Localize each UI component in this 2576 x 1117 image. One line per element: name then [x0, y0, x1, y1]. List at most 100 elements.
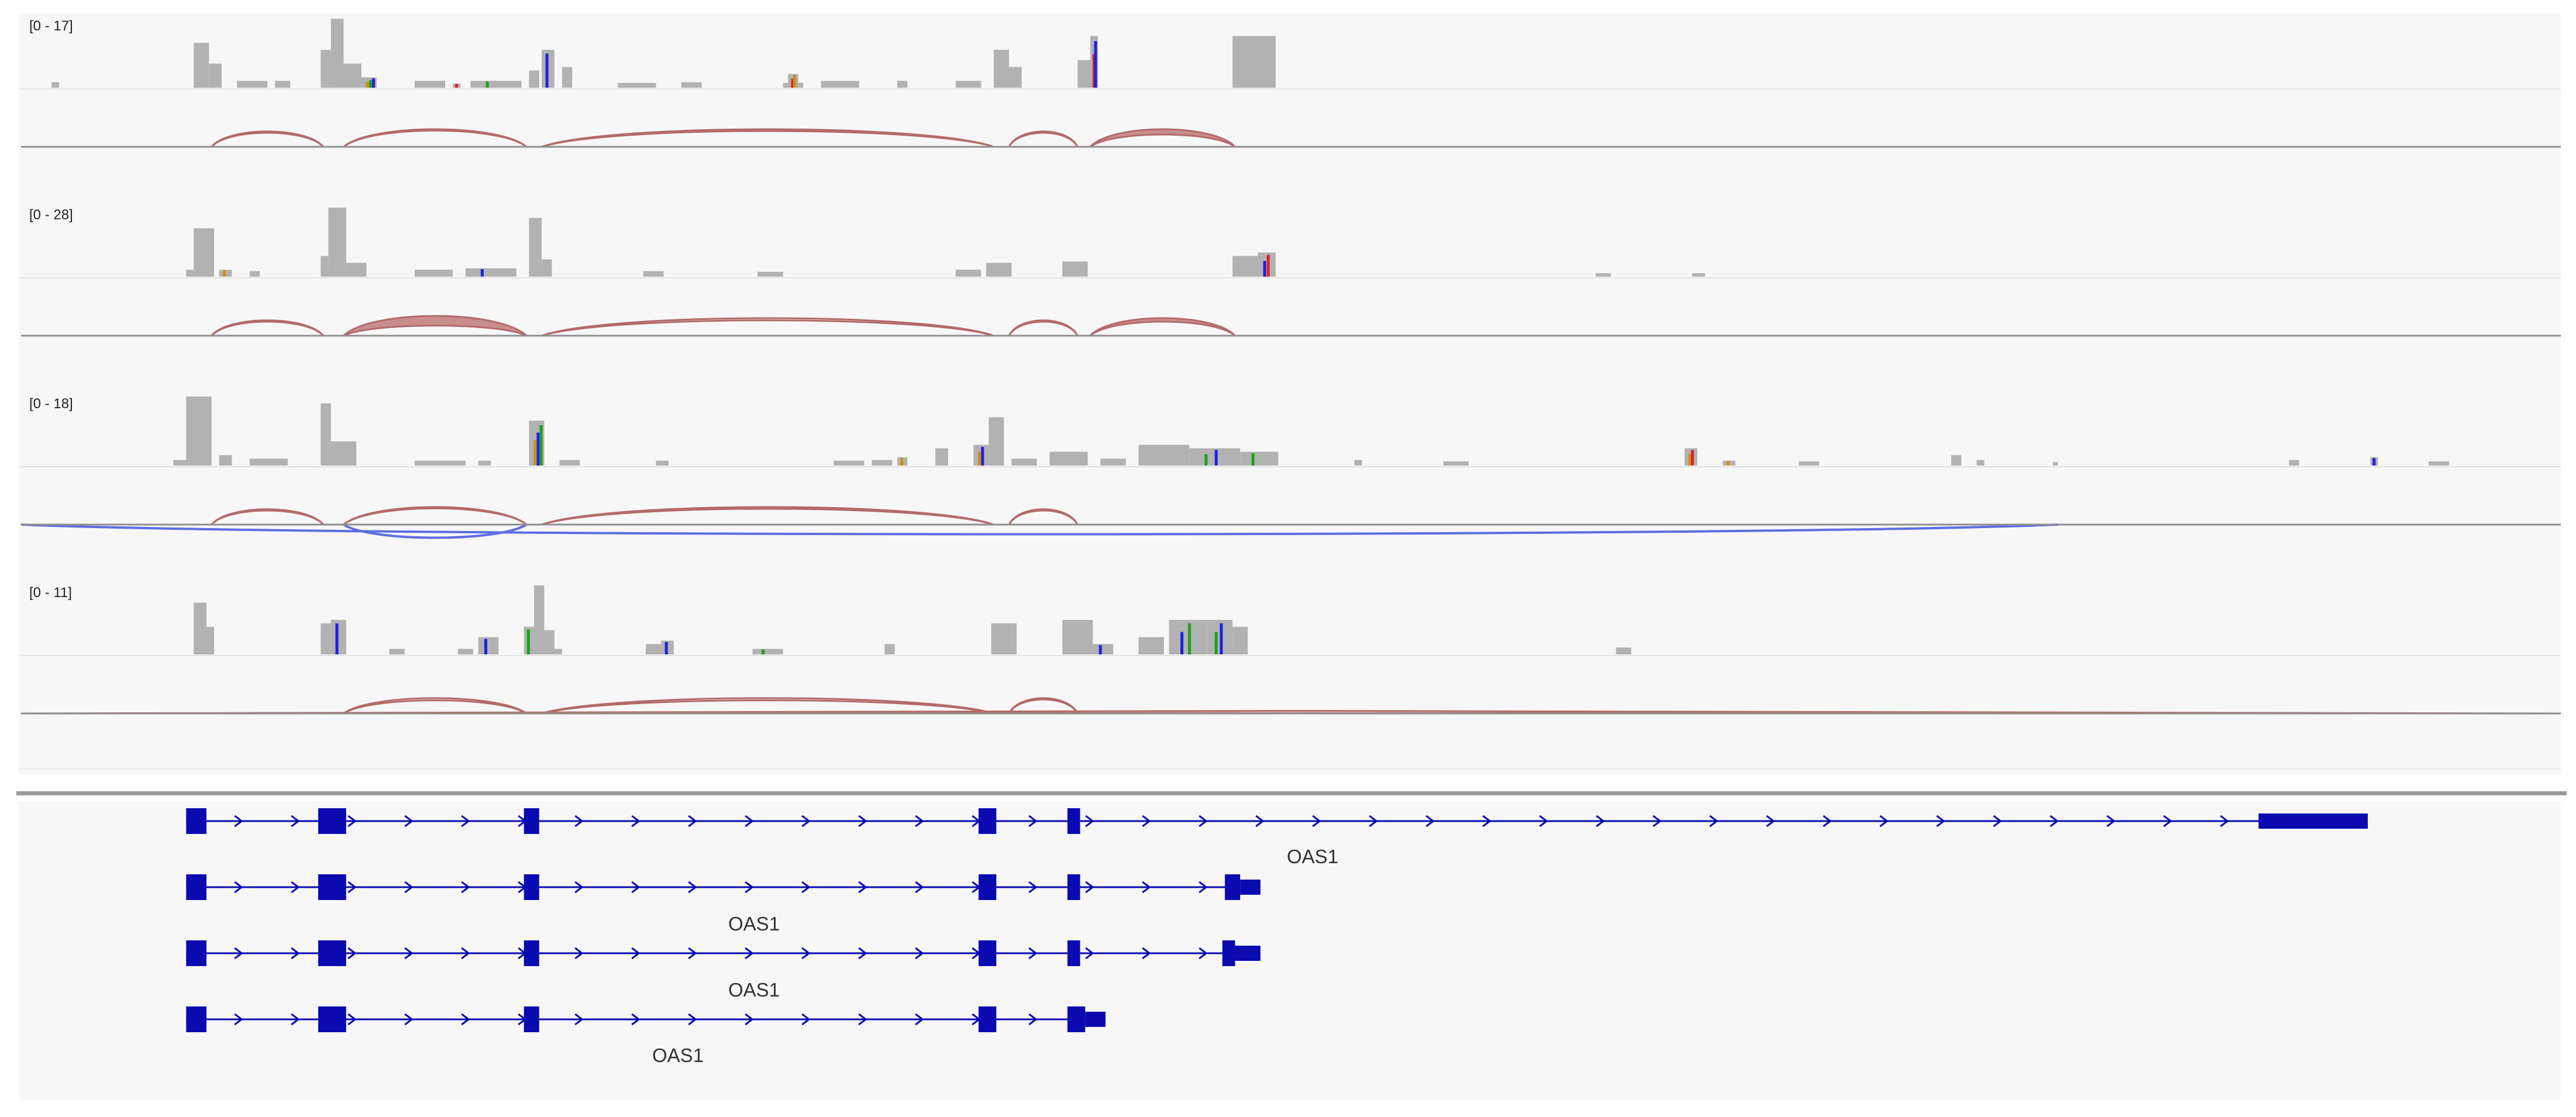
data-range-label: [0 - 11]: [29, 585, 72, 601]
exon-block[interactable]: [978, 940, 997, 966]
strand-arrow-icon: [291, 1013, 300, 1026]
coverage-track[interactable]: [51, 19, 1276, 88]
gene-transcript-2[interactable]: OAS1: [186, 846, 1338, 900]
strand-arrow-icon: [461, 881, 470, 894]
gene-name-label: OAS1: [728, 979, 780, 1001]
coverage-bar: [1062, 261, 1088, 277]
strand-arrow-icon: [1028, 815, 1038, 828]
mismatch-bar: [664, 642, 668, 654]
coverage-bar: [330, 620, 346, 654]
coverage-bar: [478, 460, 491, 466]
alignment-track-2[interactable]: [0 - 28]: [21, 207, 2561, 337]
mismatch-bar: [1094, 41, 1097, 88]
exon-block[interactable]: [978, 808, 997, 834]
utr-block[interactable]: [2258, 813, 2368, 829]
exon-block[interactable]: [1067, 1006, 1086, 1032]
exon-block[interactable]: [318, 874, 346, 900]
coverage-track[interactable]: [173, 397, 2449, 466]
coverage-bar: [955, 81, 982, 88]
strand-arrow-icon: [2106, 815, 2116, 828]
coverage-bar: [1093, 644, 1114, 654]
data-range-label: [0 - 17]: [29, 18, 73, 34]
strand-arrow-icon: [1028, 947, 1038, 960]
strand-arrow-icon: [1142, 815, 1151, 828]
exon-block[interactable]: [1067, 940, 1080, 966]
strand-arrow-icon: [347, 815, 357, 828]
coverage-bar: [559, 460, 580, 466]
coverage-bar: [529, 218, 542, 277]
mismatch-bar: [793, 75, 796, 88]
strand-arrow-icon: [915, 815, 924, 828]
coverage-track[interactable]: [186, 208, 1705, 277]
coverage-bar: [470, 81, 522, 88]
utr-block[interactable]: [1240, 880, 1261, 895]
exon-block[interactable]: [186, 940, 206, 966]
coverage-bar: [415, 81, 446, 88]
coverage-bar: [1799, 461, 1820, 466]
exon-block[interactable]: [978, 1006, 997, 1032]
strand-arrow-icon: [404, 815, 414, 828]
strand-arrow-icon: [461, 815, 470, 828]
exon-block[interactable]: [524, 874, 539, 900]
coverage-bar: [194, 228, 214, 277]
mismatch-bar: [1214, 450, 1218, 466]
exon-block[interactable]: [1067, 808, 1080, 834]
strand-arrow-icon: [574, 815, 584, 828]
coverage-bar: [1976, 460, 1985, 466]
coverage-bar: [991, 623, 1017, 654]
mismatch-bar: [545, 53, 549, 88]
coverage-bar: [1354, 460, 1362, 466]
exon-block[interactable]: [318, 940, 346, 966]
strand-arrow-icon: [574, 881, 584, 894]
exon-block[interactable]: [186, 1006, 206, 1032]
strand-arrow-icon: [2220, 815, 2229, 828]
alignment-track-4[interactable]: [0 - 11]: [20, 585, 2561, 715]
gene-transcript-4[interactable]: OAS1: [186, 979, 1106, 1032]
strand-arrow-icon: [801, 881, 811, 894]
gene-transcript-3[interactable]: OAS1: [186, 913, 1261, 966]
strand-arrow-icon: [347, 881, 357, 894]
gene-transcript-5[interactable]: OAS1: [652, 1044, 704, 1066]
gene-panel-background: [19, 801, 2561, 1099]
coverage-bar: [457, 649, 473, 654]
utr-block[interactable]: [1085, 1012, 1106, 1027]
exon-block[interactable]: [524, 808, 539, 834]
coverage-bar: [884, 644, 895, 654]
exon-block[interactable]: [186, 874, 206, 900]
coverage-bar: [1049, 451, 1088, 466]
exon-block[interactable]: [1225, 874, 1241, 900]
coverage-bar: [834, 460, 865, 466]
data-panel[interactable]: [0 - 17] [0 - 28] [0 - 18] [0 - 11]: [16, 13, 2567, 795]
exon-block[interactable]: [186, 808, 206, 834]
gene-name-label: OAS1: [728, 913, 780, 935]
exon-block[interactable]: [524, 1006, 539, 1032]
mismatch-bar: [1098, 645, 1102, 654]
gene-panel[interactable]: OAS1 OAS1 OAS1 OAS1: [19, 801, 2561, 1099]
coverage-bar: [656, 460, 669, 466]
coverage-bar: [1100, 458, 1126, 466]
panel-divider[interactable]: [16, 791, 2567, 795]
exon-block[interactable]: [318, 1006, 346, 1032]
mismatch-bar: [762, 649, 765, 654]
splice-junction-arc-reverse[interactable]: [20, 523, 2058, 536]
strand-arrow-icon: [1709, 815, 1719, 828]
utr-block[interactable]: [1235, 946, 1261, 961]
exon-block[interactable]: [978, 874, 997, 900]
strand-arrow-icon: [574, 1013, 584, 1026]
strand-arrow-icon: [1028, 881, 1038, 894]
coverage-bar: [389, 649, 405, 654]
gene-transcript-1[interactable]: [186, 808, 2368, 834]
exon-block[interactable]: [1222, 940, 1235, 966]
strand-arrow-icon: [1085, 815, 1094, 828]
coverage-bar: [757, 271, 783, 277]
exon-block[interactable]: [318, 808, 346, 834]
exon-block[interactable]: [524, 940, 539, 966]
alignment-track-1[interactable]: [0 - 17]: [21, 18, 2561, 148]
coverage-bar: [989, 417, 1004, 466]
mismatch-bar: [484, 639, 487, 654]
coverage-bar: [993, 50, 1010, 88]
strand-arrow-icon: [461, 1013, 470, 1026]
coverage-track[interactable]: [194, 585, 1631, 654]
alignment-track-3[interactable]: [0 - 18]: [20, 396, 2561, 539]
exon-block[interactable]: [1067, 874, 1080, 900]
